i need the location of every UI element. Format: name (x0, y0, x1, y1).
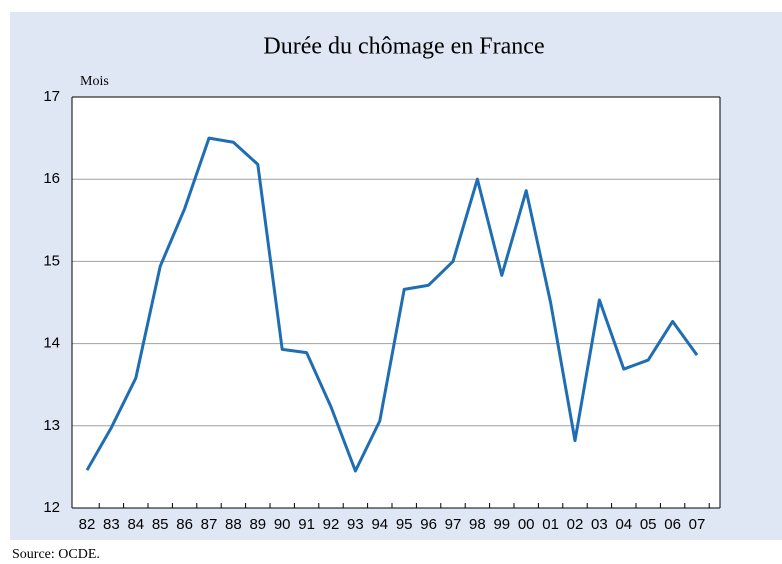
x-tick-label: 89 (249, 516, 266, 533)
x-tick-label: 86 (176, 516, 193, 533)
x-tick-label: 05 (640, 516, 657, 533)
x-tick-label: 84 (127, 516, 144, 533)
x-tick-label: 82 (79, 516, 96, 533)
x-tick-label: 01 (542, 516, 559, 533)
y-tick-label: 12 (43, 499, 60, 516)
source-note: Source: OCDE. (12, 547, 100, 562)
y-tick-label: 15 (43, 252, 60, 269)
x-tick-label: 04 (615, 516, 632, 533)
x-tick-label: 87 (201, 516, 218, 533)
x-tick-label: 92 (323, 516, 340, 533)
y-axis-label: Mois (80, 74, 109, 89)
x-tick-label: 95 (396, 516, 413, 533)
x-tick-label: 91 (298, 516, 315, 533)
y-tick-label: 13 (43, 417, 60, 434)
x-tick-label: 03 (591, 516, 608, 533)
x-tick-label: 85 (152, 516, 169, 533)
plot-area (72, 97, 720, 508)
x-tick-label: 98 (469, 516, 486, 533)
x-tick-label: 90 (274, 516, 291, 533)
y-tick-label: 16 (43, 170, 60, 187)
x-tick-label: 97 (445, 516, 462, 533)
x-tick-label: 94 (371, 516, 388, 533)
y-tick-label: 17 (43, 88, 60, 105)
x-tick-label: 99 (493, 516, 510, 533)
y-tick-label: 14 (43, 335, 60, 352)
x-tick-label: 07 (689, 516, 706, 533)
line-series (85, 136, 699, 473)
x-tick-label: 02 (567, 516, 584, 533)
x-tick-label: 88 (225, 516, 242, 533)
x-tick-label: 00 (518, 516, 535, 533)
chart-title: Durée du chômage en France (263, 34, 544, 60)
x-tick-label: 06 (664, 516, 681, 533)
x-tick-label: 83 (103, 516, 120, 533)
x-tick-label: 93 (347, 516, 364, 533)
x-tick-label: 96 (420, 516, 437, 533)
